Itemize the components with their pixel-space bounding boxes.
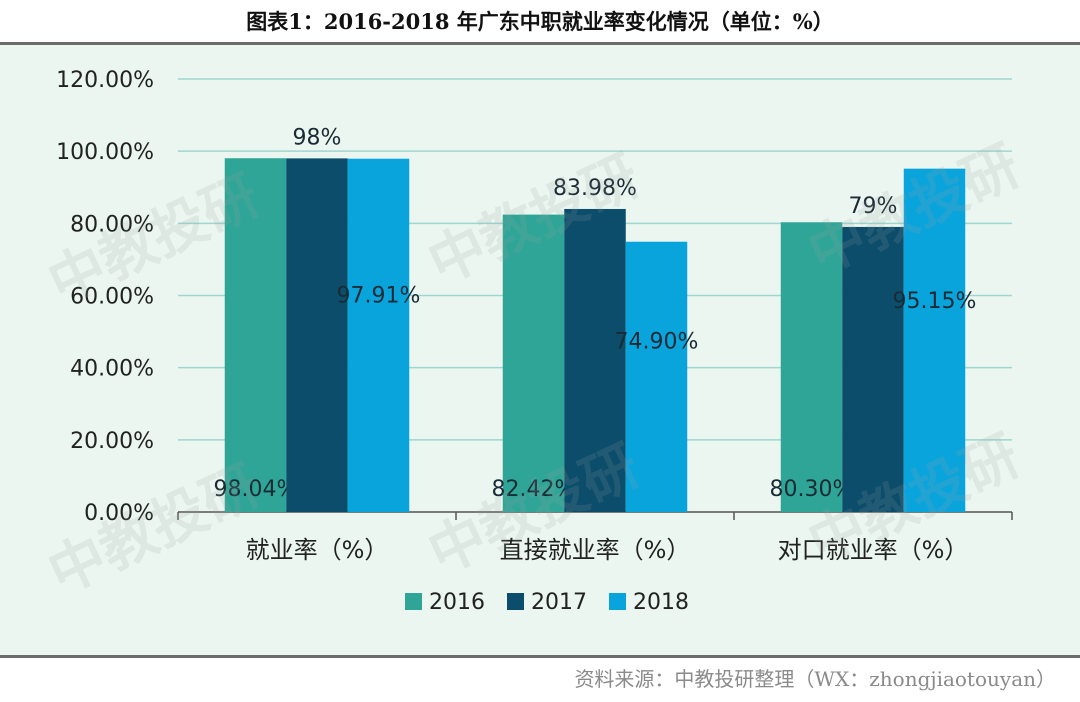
- data-label: 83.98%: [553, 176, 637, 201]
- data-label: 98%: [293, 125, 342, 150]
- data-label: 80.30%: [770, 477, 854, 502]
- y-tick-label: 100.00%: [56, 140, 154, 165]
- top-divider: [0, 42, 1080, 45]
- y-tick-label: 120.00%: [56, 68, 154, 93]
- bar-2017: [564, 208, 626, 512]
- bar-chart: 0.00% 20.00% 40.00% 60.00% 80.00% 100.00% 120.…: [56, 68, 1013, 615]
- y-tick-label: 0.00%: [84, 501, 154, 526]
- data-label: 82.42%: [492, 477, 576, 502]
- bar-2017: [286, 158, 348, 512]
- y-tick-label: 60.00%: [70, 285, 154, 310]
- y-tick-label: 80.00%: [70, 212, 154, 237]
- data-label: 79%: [849, 194, 898, 219]
- data-label: 74.90%: [615, 329, 699, 354]
- legend-label: 2016: [429, 590, 485, 615]
- bottom-divider: [0, 655, 1080, 658]
- legend-label: 2018: [633, 590, 689, 615]
- legend-swatch-2018: [609, 593, 626, 610]
- bar-2017: [842, 226, 904, 513]
- y-tick-label: 20.00%: [70, 429, 154, 454]
- legend-swatch-2016: [405, 593, 422, 610]
- bar-2018: [625, 241, 688, 512]
- data-label: 97.91%: [337, 284, 421, 309]
- legend-swatch-2017: [507, 593, 524, 610]
- legend-label: 2017: [531, 590, 587, 615]
- chart-panel: 0.00% 20.00% 40.00% 60.00% 80.00% 100.00% 120.…: [0, 45, 1080, 655]
- data-label: 98.04%: [214, 477, 298, 502]
- bar-2018: [903, 168, 966, 512]
- x-tick-label: 直接就业率（%）: [500, 536, 691, 564]
- source-note: 资料来源：中教投研整理（WX：zhongjiaotouyan）: [574, 667, 1056, 691]
- bar-2016: [224, 158, 287, 512]
- bar-2016: [502, 214, 565, 512]
- data-label: 95.15%: [893, 289, 977, 314]
- bar-2018: [347, 158, 410, 513]
- y-tick-label: 40.00%: [70, 357, 154, 382]
- chart-title: 图表1：2016-2018 年广东中职就业率变化情况（单位：%）: [246, 9, 834, 34]
- x-tick-label: 就业率（%）: [246, 536, 389, 564]
- bar-2016: [780, 222, 843, 512]
- x-tick-label: 对口就业率（%）: [778, 536, 969, 564]
